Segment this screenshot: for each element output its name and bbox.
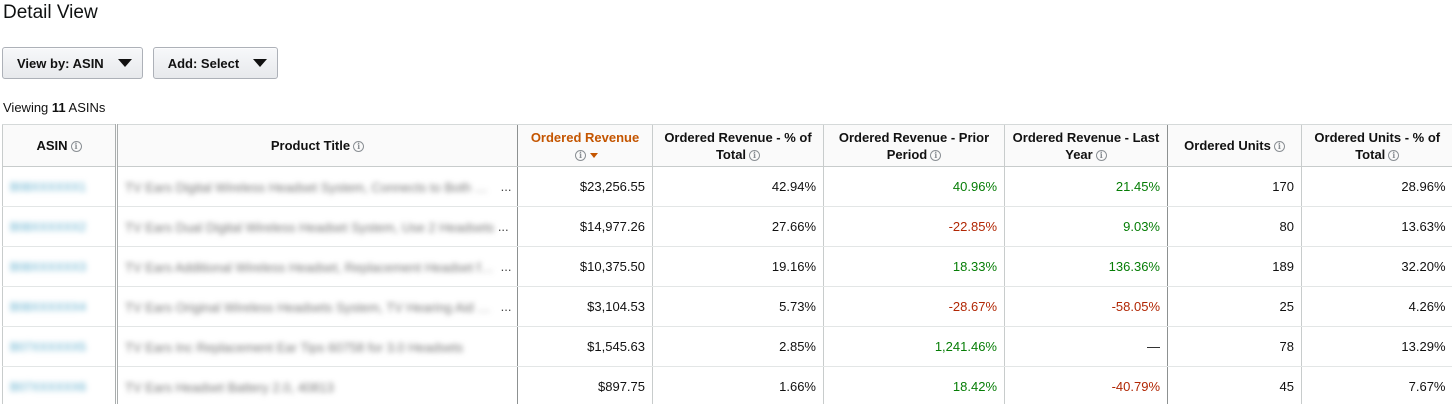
prior-period-cell: 1,241.46% [823, 326, 1005, 367]
ordered-revenue-cell: $3,104.53 [517, 286, 653, 327]
ordered-units-cell: 45 [1167, 366, 1302, 404]
ordered-units-cell: 78 [1167, 326, 1302, 367]
ordered-revenue-cell: $23,256.55 [517, 166, 653, 207]
product-title-cell: TV Ears Digital Wireless Headset System,… [115, 166, 518, 207]
ordered-units-cell: 25 [1167, 286, 1302, 327]
view-by-label: View by: ASIN [17, 55, 104, 71]
asin-cell[interactable]: B07XXXXXX6 [2, 366, 117, 404]
asin-link[interactable]: B08XXXXXX2 [10, 220, 87, 234]
ordered-units-cell: 80 [1167, 206, 1302, 247]
pct-total-cell: 5.73% [652, 286, 824, 327]
header-ordered-revenue[interactable]: Ordered Revenue i [517, 124, 653, 167]
header-asin[interactable]: ASIN i [2, 124, 117, 167]
info-icon[interactable]: i [930, 149, 942, 161]
asin-count: 11 [51, 100, 66, 115]
ordered-revenue-cell: $10,375.50 [517, 246, 653, 287]
header-ordered-units[interactable]: Ordered Units i [1167, 124, 1302, 167]
info-icon[interactable]: i [1273, 141, 1285, 153]
units-pct-total-cell: 28.96% [1301, 166, 1452, 207]
header-product-title[interactable]: Product Title i [115, 124, 518, 167]
table-row: B08XXXXXX4 TV Ears Original Wireless Hea… [2, 286, 1452, 327]
table-row: B08XXXXXX2 TV Ears Dual Digital Wireless… [2, 206, 1452, 247]
units-pct-total-cell: 7.67% [1301, 366, 1452, 404]
page-title: Detail View [3, 2, 98, 23]
info-icon[interactable]: i [1095, 149, 1107, 161]
header-ordered-revenue-pct-total[interactable]: Ordered Revenue - % of Total i [652, 124, 824, 167]
table-row: B08XXXXXX1 TV Ears Digital Wireless Head… [2, 166, 1452, 207]
units-pct-total-cell: 32.20% [1301, 246, 1452, 287]
prior-period-cell: 18.42% [823, 366, 1005, 404]
asin-cell[interactable]: B08XXXXXX3 [2, 246, 117, 287]
ordered-units-cell: 189 [1167, 246, 1302, 287]
info-icon[interactable]: i [749, 149, 761, 161]
product-title-cell: TV Ears Additional Wireless Headset, Rep… [115, 246, 518, 287]
product-title: TV Ears Dual Digital Wireless Headset Sy… [125, 219, 495, 235]
last-year-cell: -58.05% [1004, 286, 1168, 327]
asin-link[interactable]: B08XXXXXX1 [10, 180, 87, 194]
asin-link[interactable]: B08XXXXXX3 [10, 260, 87, 274]
pct-total-cell: 19.16% [652, 246, 824, 287]
header-ordered-revenue-last-year[interactable]: Ordered Revenue - Last Year i [1004, 124, 1168, 167]
product-title: TV Ears Additional Wireless Headset, Rep… [125, 259, 497, 275]
asin-link[interactable]: B07XXXXXX5 [10, 340, 87, 354]
asin-cell[interactable]: B08XXXXXX4 [2, 286, 117, 327]
last-year-cell: -40.79% [1004, 366, 1168, 404]
asin-cell[interactable]: B08XXXXXX2 [2, 206, 117, 247]
table-row: B07XXXXXX5 TV Ears Inc Replacement Ear T… [2, 326, 1452, 367]
table-row: B07XXXXXX6 TV Ears Headset Battery 2.0, … [2, 366, 1452, 404]
units-pct-total-cell: 13.29% [1301, 326, 1452, 367]
product-title: TV Ears Inc Replacement Ear Tips 60758 f… [125, 339, 464, 355]
product-title: TV Ears Digital Wireless Headset System,… [125, 179, 497, 195]
ordered-revenue-cell: $1,545.63 [517, 326, 653, 367]
header-ordered-revenue-prior-period[interactable]: Ordered Revenue - Prior Period i [823, 124, 1005, 167]
ordered-revenue-cell: $14,977.26 [517, 206, 653, 247]
product-title-cell: TV Ears Headset Battery 2.0, 40813 [115, 366, 518, 404]
toolbar: View by: ASIN Add: Select [2, 47, 279, 79]
asin-cell[interactable]: B07XXXXXX5 [2, 326, 117, 367]
caret-down-icon [117, 59, 132, 67]
caret-down-icon [253, 59, 268, 67]
add-column-dropdown[interactable]: Add: Select [152, 47, 279, 79]
prior-period-cell: -22.85% [823, 206, 1005, 247]
last-year-cell: 9.03% [1004, 206, 1168, 247]
asin-link[interactable]: B07XXXXXX6 [10, 380, 87, 394]
add-label: Add: Select [167, 55, 240, 71]
product-title-cell: TV Ears Dual Digital Wireless Headset Sy… [115, 206, 518, 247]
product-title-cell: TV Ears Inc Replacement Ear Tips 60758 f… [115, 326, 518, 367]
prior-period-cell: 40.96% [823, 166, 1005, 207]
info-icon[interactable]: i [353, 141, 365, 153]
units-pct-total-cell: 13.63% [1301, 206, 1452, 247]
last-year-cell: 21.45% [1004, 166, 1168, 207]
pct-total-cell: 42.94% [652, 166, 824, 207]
last-year-cell: — [1004, 326, 1168, 367]
prior-period-cell: -28.67% [823, 286, 1005, 327]
info-icon[interactable]: i [70, 141, 82, 153]
asin-cell[interactable]: B08XXXXXX1 [2, 166, 117, 207]
last-year-cell: 136.36% [1004, 246, 1168, 287]
ordered-revenue-cell: $897.75 [517, 366, 653, 404]
sort-desc-icon[interactable] [590, 152, 598, 158]
detail-table: ASIN i Product Title i Ordered Revenue i Or… [2, 124, 1452, 404]
info-icon[interactable]: i [1388, 149, 1400, 161]
pct-total-cell: 1.66% [652, 366, 824, 404]
asin-link[interactable]: B08XXXXXX4 [10, 300, 87, 314]
viewing-count: Viewing 11 ASINs [3, 100, 106, 115]
view-by-dropdown[interactable]: View by: ASIN [2, 47, 143, 79]
pct-total-cell: 27.66% [652, 206, 824, 247]
table-row: B08XXXXXX3 TV Ears Additional Wireless H… [2, 246, 1452, 287]
units-pct-total-cell: 4.26% [1301, 286, 1452, 327]
table-header-row: ASIN i Product Title i Ordered Revenue i Or… [2, 124, 1452, 167]
product-title-cell: TV Ears Original Wireless Headsets Syste… [115, 286, 518, 327]
product-title: TV Ears Headset Battery 2.0, 40813 [125, 379, 334, 395]
header-ordered-units-pct-total[interactable]: Ordered Units - % of Total i [1301, 124, 1452, 167]
prior-period-cell: 18.33% [823, 246, 1005, 287]
pct-total-cell: 2.85% [652, 326, 824, 367]
info-icon[interactable]: i [575, 149, 586, 161]
ordered-units-cell: 170 [1167, 166, 1302, 207]
product-title: TV Ears Original Wireless Headsets Syste… [125, 299, 497, 315]
